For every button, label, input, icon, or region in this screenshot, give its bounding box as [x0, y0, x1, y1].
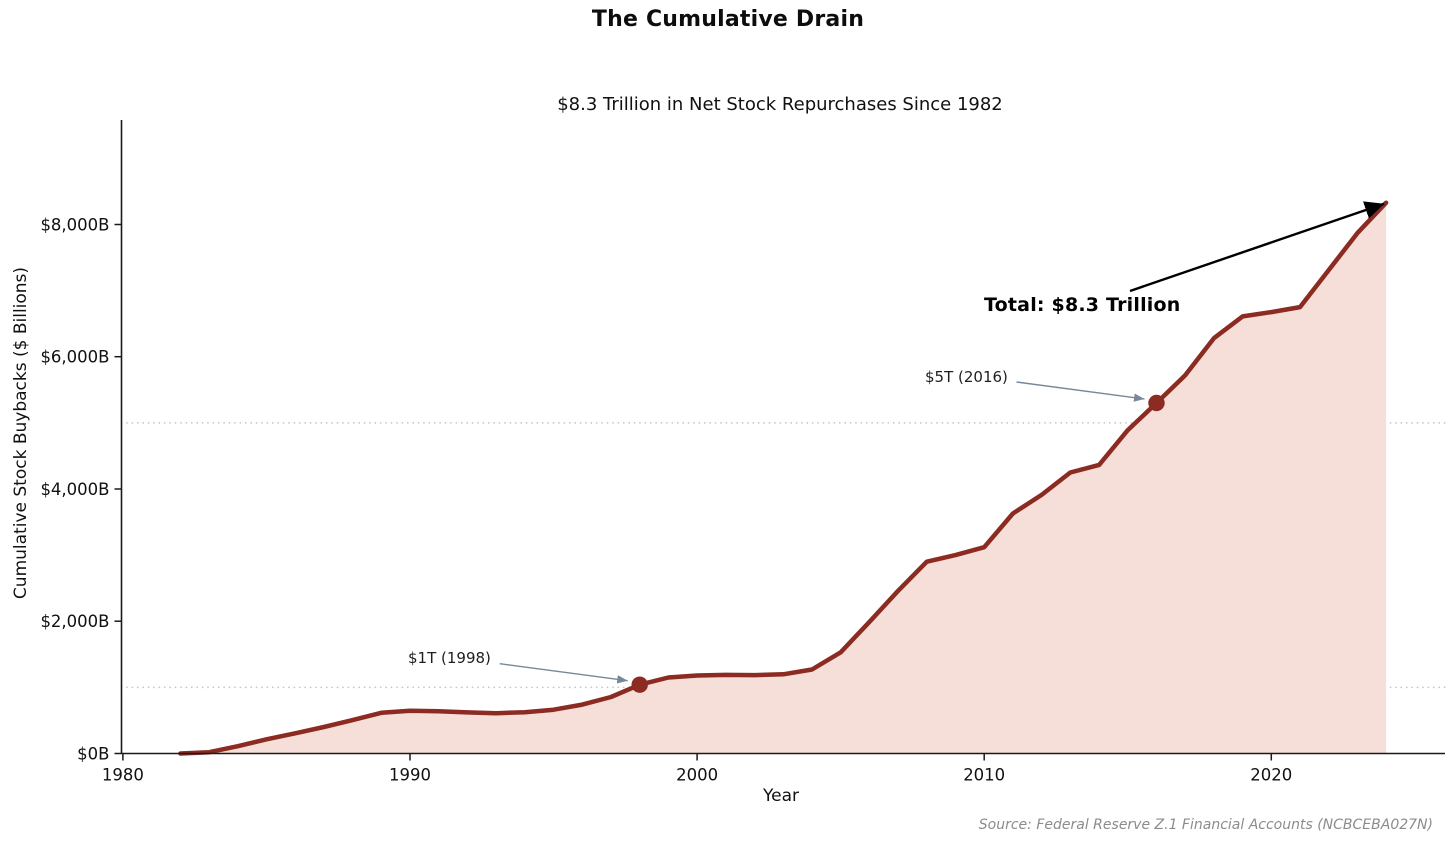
milestone-arrow-2016 [1016, 381, 1145, 402]
y-tick-label: $4,000B [40, 480, 109, 499]
annotation-5t-2016: $5T (2016) [925, 368, 1008, 386]
y-axis-label: Cumulative Stock Buybacks ($ Billions) [11, 266, 31, 600]
annotation-total: Total: $8.3 Trillion [984, 294, 1181, 316]
y-tick-label: $0B [77, 745, 109, 764]
x-tick-label: 1980 [102, 766, 144, 785]
x-tick-label: 2000 [676, 766, 718, 785]
total-arrow [1129, 201, 1385, 293]
source-note: Source: Federal Reserve Z.1 Financial Ac… [978, 817, 1433, 833]
milestone-dot-2016 [1148, 394, 1165, 412]
x-axis-label: Year [763, 786, 799, 806]
milestone-dot-1998 [631, 676, 648, 693]
y-tick-label: $8,000B [40, 216, 109, 235]
series-line [178, 200, 1389, 756]
x-tick-label: 2010 [963, 766, 1005, 785]
chart-title: The Cumulative Drain [591, 7, 865, 32]
area-fill [180, 202, 1387, 754]
chart-subtitle: $8.3 Trillion in Net Stock Repurchases S… [557, 94, 1003, 115]
y-tick-label: $2,000B [40, 612, 109, 631]
annotation-1t-1998: $1T (1998) [408, 649, 491, 667]
x-tick-label: 1990 [389, 766, 431, 785]
y-tick-label: $6,000B [40, 348, 109, 367]
x-tick-label: 2020 [1250, 766, 1292, 785]
milestone-arrow-1998 [499, 663, 628, 684]
